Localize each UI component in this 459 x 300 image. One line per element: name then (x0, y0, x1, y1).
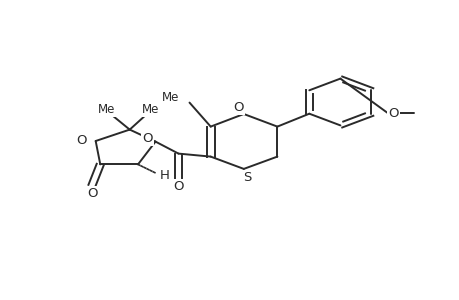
Text: H: H (159, 169, 169, 182)
Text: O: O (142, 131, 152, 145)
Text: O: O (87, 187, 97, 200)
Text: O: O (77, 134, 87, 148)
Text: S: S (243, 171, 251, 184)
Text: O: O (233, 101, 243, 114)
Text: Me: Me (98, 103, 115, 116)
Text: O: O (388, 107, 398, 120)
Text: O: O (173, 180, 183, 193)
Text: Me: Me (162, 91, 179, 104)
Text: Me: Me (142, 103, 159, 116)
